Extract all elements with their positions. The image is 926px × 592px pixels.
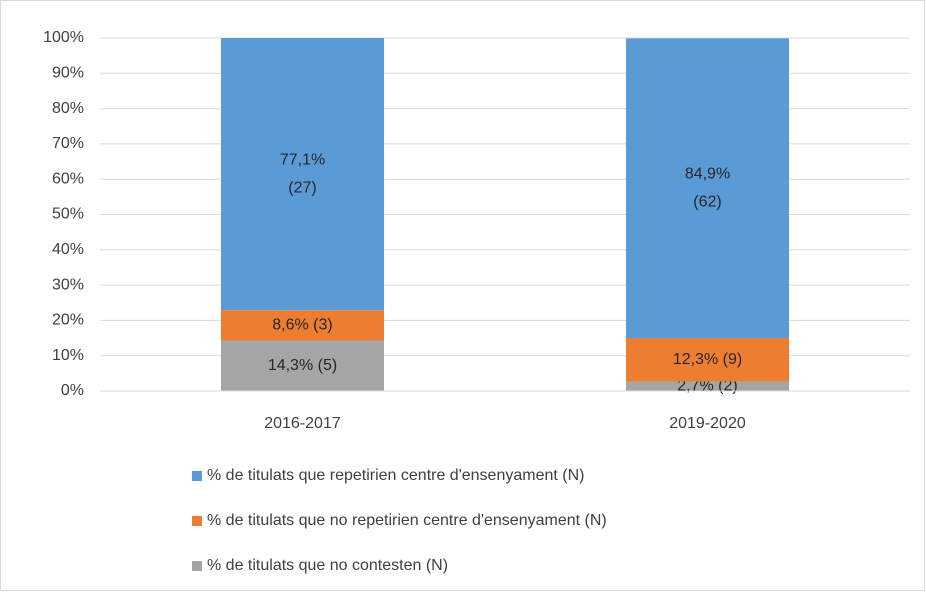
bar-segment [221,340,384,391]
x-tick-label: 2019-2020 [669,415,746,432]
data-label: 84,9% [685,165,730,182]
legend-swatch [192,516,202,526]
y-tick-label: 20% [52,312,84,329]
y-tick-label: 80% [52,100,84,117]
bar-segment [626,338,789,382]
bar-segment [626,38,789,339]
bar-segment [221,310,384,341]
legend-label: % de titulats que no contesten (N) [207,557,448,574]
data-label: 2,7% (2) [677,377,737,394]
data-label: 12,3% (9) [673,351,742,368]
data-label: (62) [693,193,721,210]
data-label: 8,6% (3) [272,317,332,334]
legend-label: % de titulats que no repetirien centre d… [207,512,607,529]
data-label: 14,3% (5) [268,357,337,374]
bar-segment [221,38,384,311]
y-tick-label: 70% [52,135,84,152]
bar-segment [626,381,789,391]
y-tick-label: 50% [52,206,84,223]
legend-swatch [192,561,202,571]
data-label: (27) [288,179,316,196]
y-tick-label: 60% [52,170,84,187]
data-label: 77,1% [280,151,325,168]
y-tick-label: 30% [52,276,84,293]
y-tick-label: 0% [61,382,84,399]
legend-swatch [192,471,202,481]
y-tick-label: 40% [52,241,84,258]
x-tick-label: 2016-2017 [264,415,341,432]
y-tick-label: 100% [43,29,84,46]
legend-label: % de titulats que repetirien centre d'en… [207,467,584,484]
y-tick-label: 10% [52,347,84,364]
y-tick-label: 90% [52,65,84,82]
